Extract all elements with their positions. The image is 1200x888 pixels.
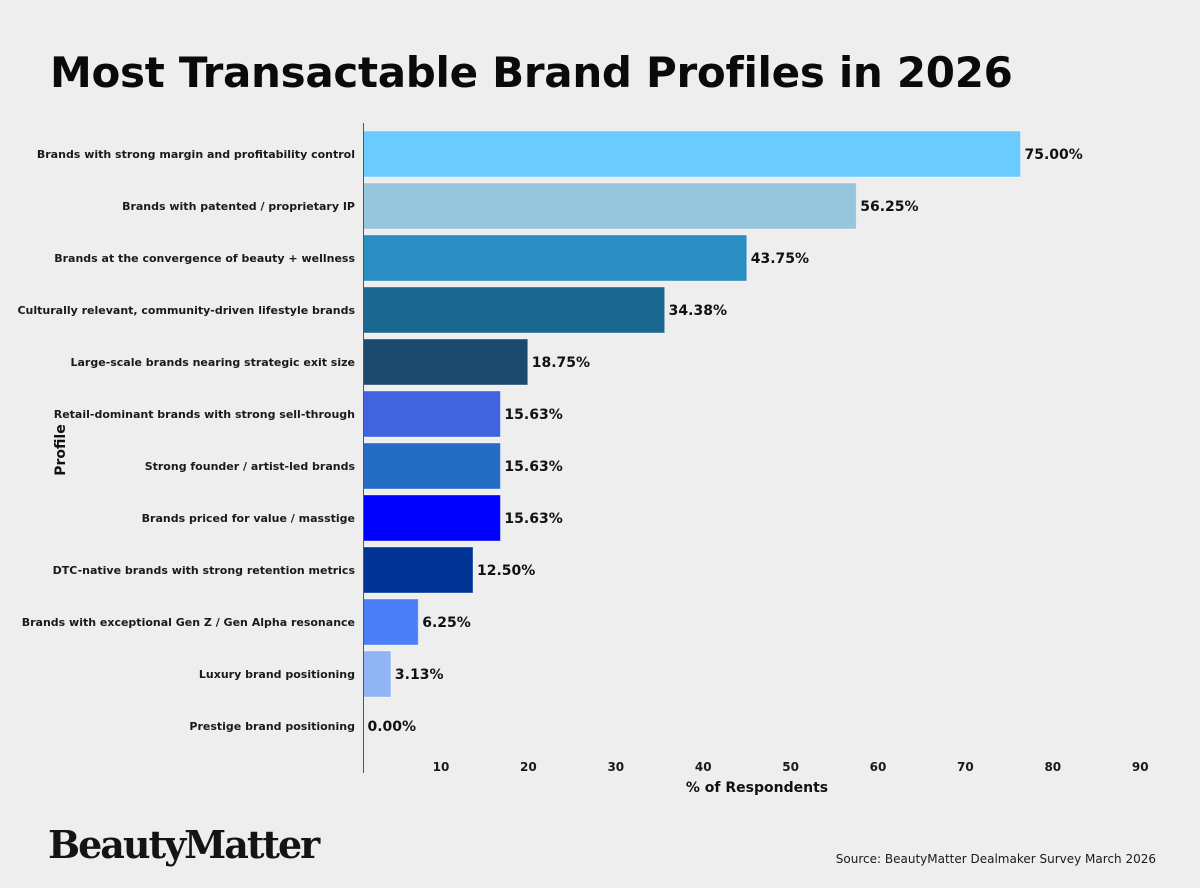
- x-tick-label: 70: [957, 760, 974, 774]
- x-tick-label: 80: [1044, 760, 1061, 774]
- value-labels: 75.00% 56.25% 43.75% 34.38% 18.75% 15.63% 15.6…: [368, 147, 1083, 735]
- value-label: 0.00%: [368, 719, 417, 735]
- x-tick-label: 90: [1132, 760, 1149, 774]
- category-label: Large-scale brands nearing strategic exi…: [70, 356, 355, 369]
- x-axis-title: % of Respondents: [686, 780, 828, 796]
- category-labels: Brands with strong margin and profitabil…: [17, 148, 355, 733]
- value-label: 6.25%: [422, 615, 471, 631]
- category-label: Brands at the convergence of beauty + we…: [54, 252, 355, 265]
- category-label: Brands with patented / proprietary IP: [122, 200, 355, 213]
- value-label: 18.75%: [532, 355, 590, 371]
- x-tick-label: 40: [695, 760, 712, 774]
- bar: [363, 338, 529, 386]
- value-label: 15.63%: [504, 407, 562, 423]
- x-tick-label: 50: [782, 760, 799, 774]
- bar: [363, 494, 501, 542]
- category-label: Luxury brand positioning: [199, 668, 355, 681]
- bar: [363, 650, 392, 698]
- value-label: 56.25%: [860, 199, 918, 215]
- bars-group: [363, 130, 1021, 698]
- x-tick-label: 20: [520, 760, 537, 774]
- y-axis-title: Profile: [53, 424, 69, 475]
- value-label: 15.63%: [504, 511, 562, 527]
- beautymatter-logo: BeautyMatter: [48, 822, 320, 867]
- value-label: 34.38%: [669, 303, 727, 319]
- bar: [363, 598, 419, 646]
- category-label: Prestige brand positioning: [189, 720, 355, 733]
- bar: [363, 546, 474, 594]
- x-tick-label: 10: [433, 760, 450, 774]
- value-label: 12.50%: [477, 563, 535, 579]
- category-label: DTC-native brands with strong retention …: [53, 564, 356, 577]
- category-label: Retail-dominant brands with strong sell-…: [54, 408, 355, 421]
- value-label: 3.13%: [395, 667, 444, 683]
- chart-title: Most Transactable Brand Profiles in 2026: [50, 48, 1013, 97]
- value-label: 43.75%: [751, 251, 809, 267]
- x-tick-label: 60: [870, 760, 887, 774]
- bar: [363, 182, 857, 230]
- bar: [363, 390, 501, 438]
- bar: [363, 442, 501, 490]
- category-label: Culturally relevant, community-driven li…: [17, 304, 355, 317]
- category-label: Brands with exceptional Gen Z / Gen Alph…: [22, 616, 355, 629]
- bar: [363, 286, 666, 334]
- bar: [363, 234, 748, 282]
- value-label: 75.00%: [1025, 147, 1083, 163]
- x-tick-labels: 10 20 30 40 50 60 70 80 90: [433, 760, 1149, 774]
- category-label: Brands with strong margin and profitabil…: [37, 148, 355, 161]
- x-tick-label: 30: [607, 760, 624, 774]
- category-label: Strong founder / artist-led brands: [145, 460, 356, 473]
- source-note: Source: BeautyMatter Dealmaker Survey Ma…: [835, 852, 1156, 866]
- category-label: Brands priced for value / masstige: [142, 512, 355, 525]
- value-label: 15.63%: [504, 459, 562, 475]
- bar: [363, 130, 1021, 178]
